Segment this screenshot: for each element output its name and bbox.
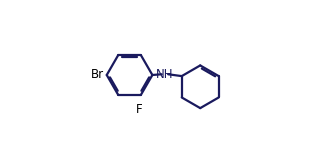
Text: Br: Br [91, 69, 104, 81]
Text: NH: NH [156, 68, 174, 81]
Text: F: F [136, 103, 143, 116]
